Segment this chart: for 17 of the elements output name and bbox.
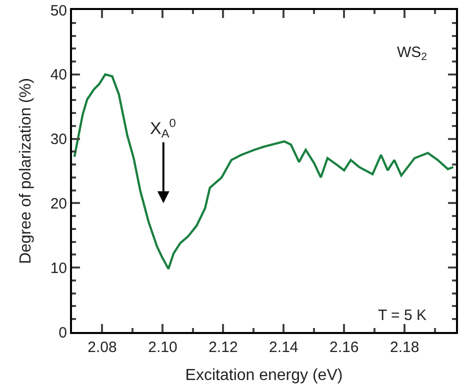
x-tick-label: 2.10 <box>148 339 178 356</box>
y-tick-label: 30 <box>50 131 67 148</box>
x-tick-label: 2.14 <box>269 339 298 356</box>
y-tick-label: 0 <box>58 324 67 342</box>
annotation: T = 5 K <box>378 307 427 324</box>
y-tick-label: 20 <box>50 195 67 212</box>
x-tick-label: 2.12 <box>208 339 238 356</box>
y-tick-label: 40 <box>50 66 67 84</box>
x-axis-title: Excitation energy (eV) <box>185 367 343 384</box>
x-tick-label: 2.16 <box>330 339 359 356</box>
x-tick-label: 2.08 <box>88 339 117 356</box>
annotation: WS$_{2}$ <box>397 44 428 64</box>
line-series <box>73 73 454 270</box>
y-tick-label: 50 <box>50 2 67 20</box>
y-tick-label: 10 <box>50 260 67 277</box>
x-tick-label: 2.18 <box>390 339 420 356</box>
y-axis-title: Degree of polarization (%) <box>18 78 35 264</box>
